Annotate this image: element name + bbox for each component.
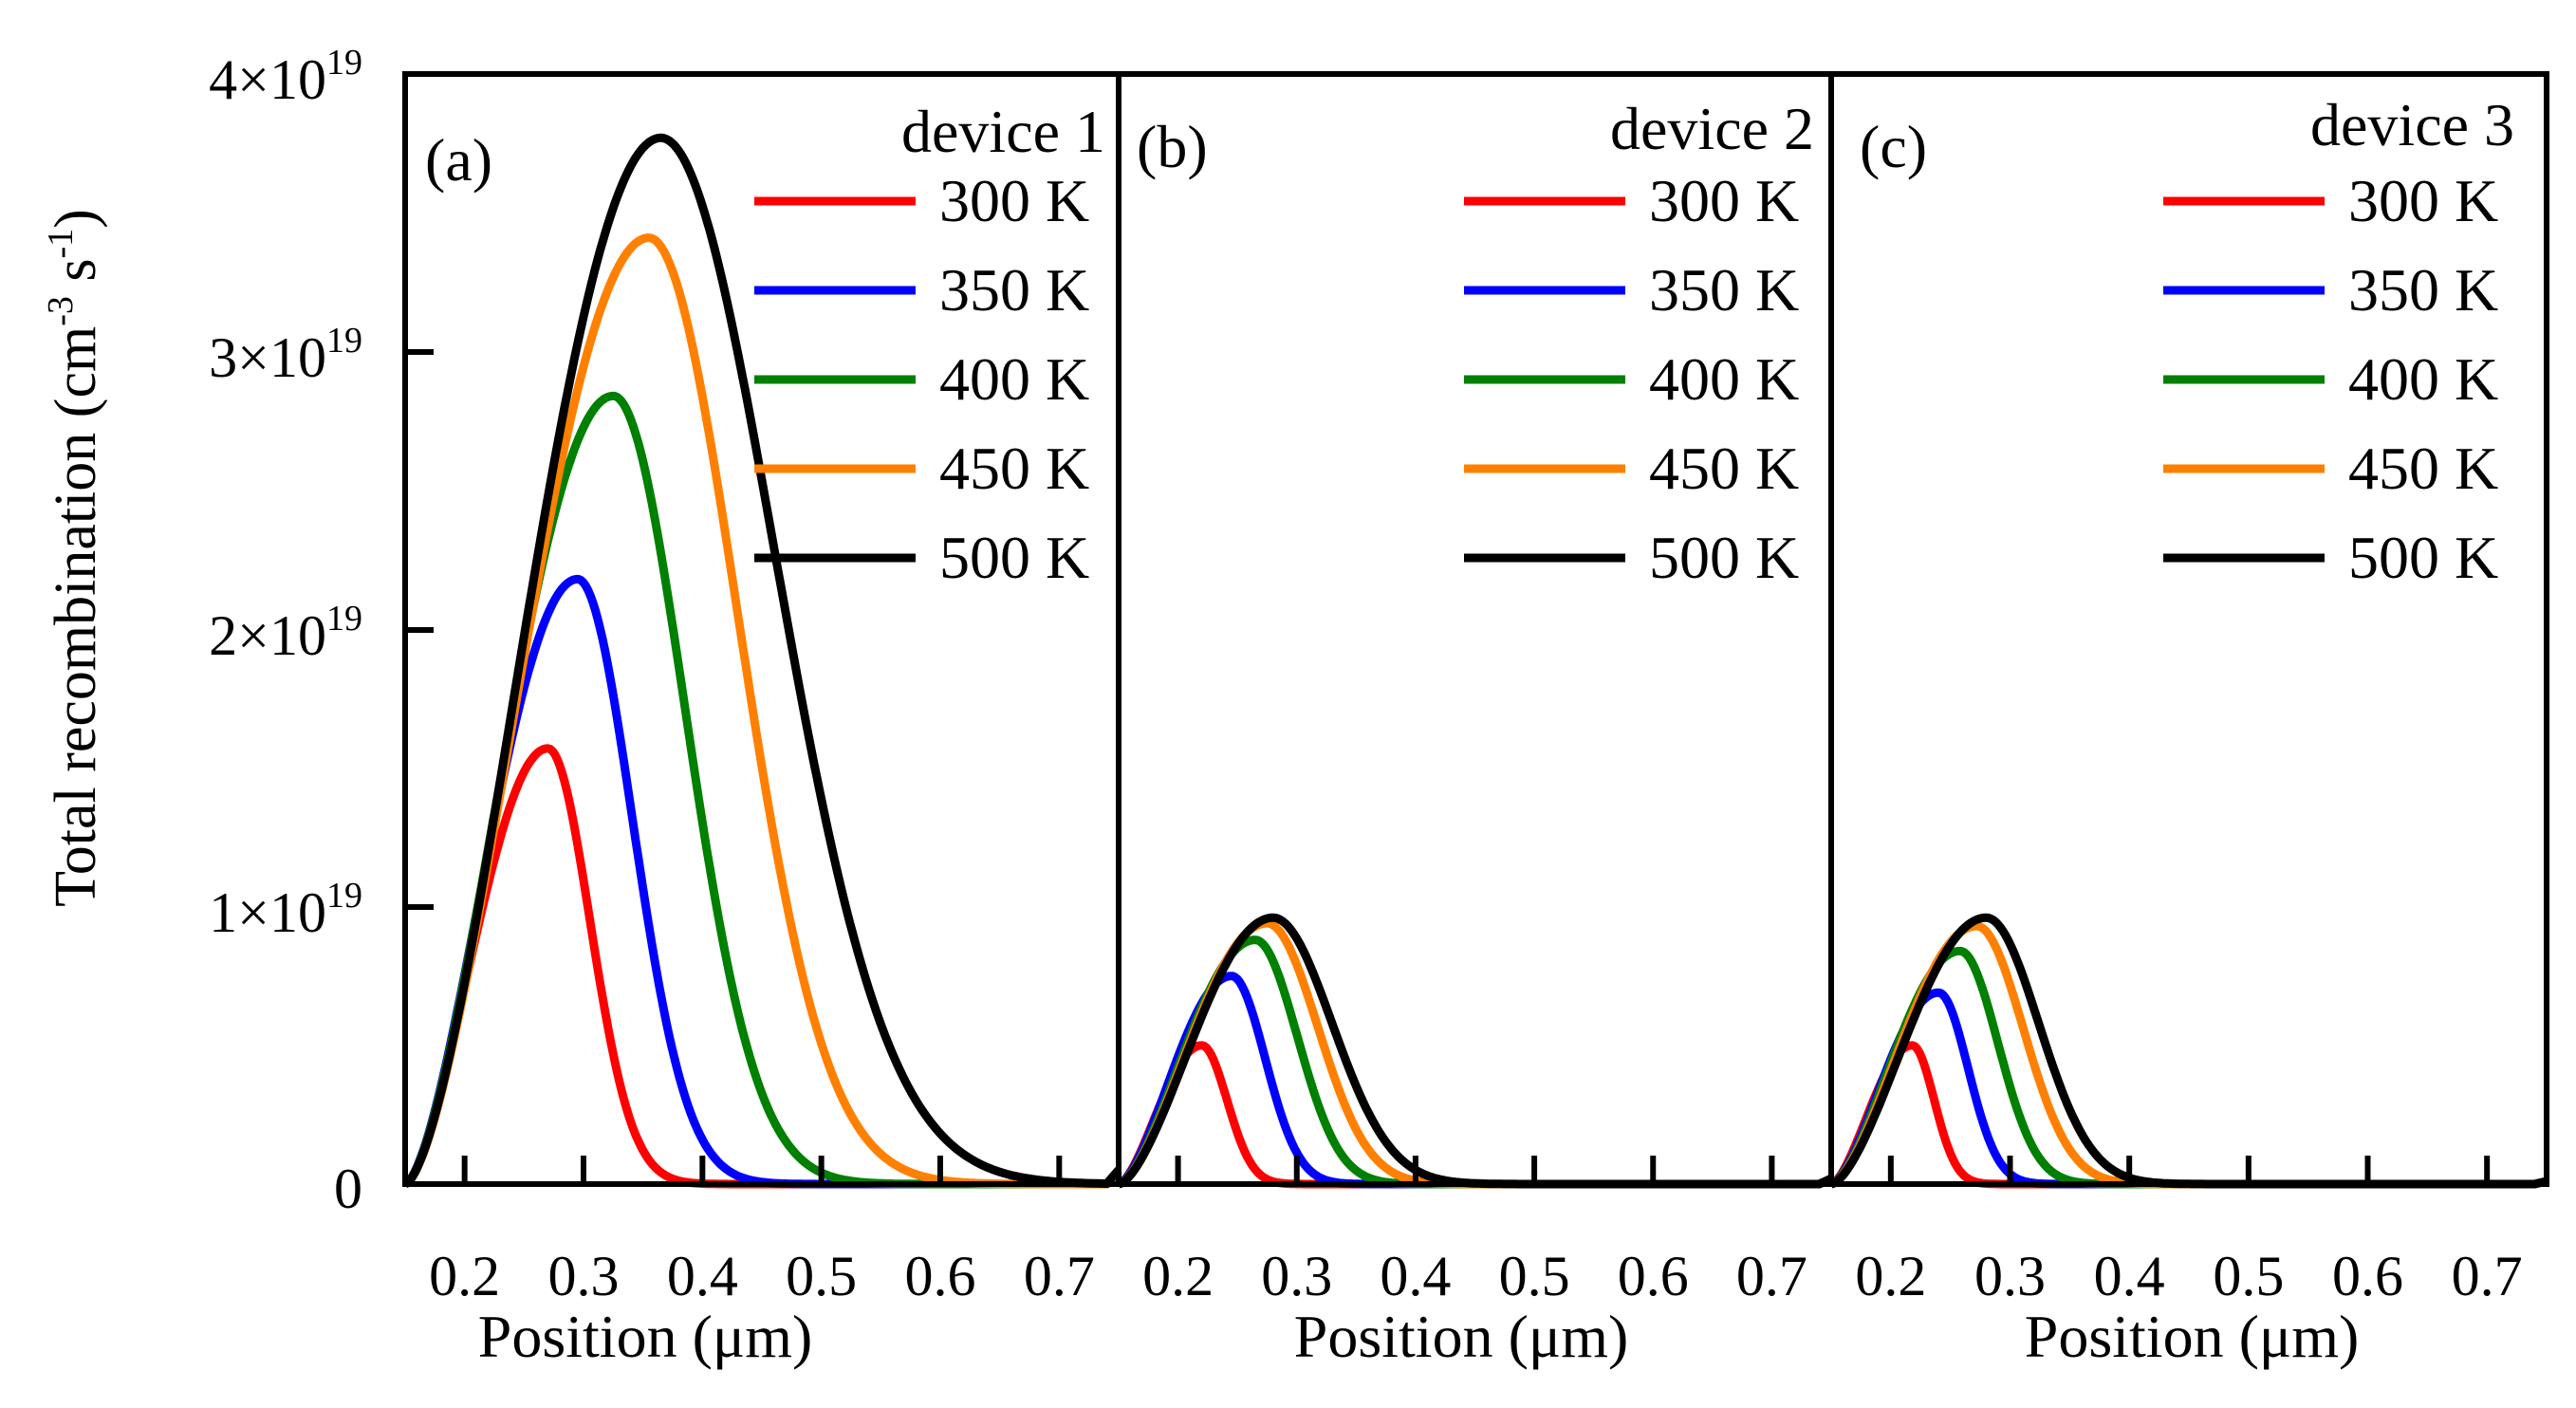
y-tick-label-2: 2×1019: [209, 599, 362, 667]
y-axis-title: Total recombination (cm-3 s-1): [41, 209, 108, 907]
panel-c-legend-label-450k: 450 K: [2348, 435, 2498, 502]
y-tick-label-3: 3×1019: [209, 321, 362, 389]
panel-b-label: (b): [1137, 113, 1208, 180]
y-axis-title-mid: s: [44, 259, 108, 297]
panel-b-x-tick-label-0.5: 0.5: [1499, 1245, 1570, 1307]
panel-b-x-ticks: [1175, 1156, 1775, 1184]
panel-c-title: device 3: [2310, 91, 2514, 158]
panel-a-x-tick-label-0.7: 0.7: [1024, 1245, 1095, 1307]
y-tick-label-3-text: 3×10: [209, 326, 326, 389]
panel-b-x-tick-label-0.7: 0.7: [1736, 1245, 1807, 1307]
y-axis-title-sup1: -3: [41, 296, 81, 326]
panel-a-x-tick-label-0.5: 0.5: [786, 1245, 857, 1307]
y-tick-label-1: 1×1019: [209, 876, 362, 944]
panel-b-legend-label-350k: 350 K: [1649, 256, 1799, 324]
panel-b-title: device 2: [1610, 95, 1814, 162]
panel-c-x-tick-label-0.6: 0.6: [2332, 1245, 2403, 1307]
panel-c-x-tick-label-0.4: 0.4: [2094, 1245, 2165, 1307]
panel-a-legend: 300 K 350 K 400 K 450 K 500 K: [754, 167, 1089, 591]
panel-b-x-tick-label-0.3: 0.3: [1261, 1245, 1332, 1307]
y-tick-label-0-text: 0: [334, 1158, 362, 1220]
panel-b-legend-label-400k: 400 K: [1649, 345, 1799, 413]
panel-c-x-axis-title: Position (μm): [2025, 1303, 2360, 1370]
panel-a-x-ticks: [461, 1156, 1063, 1184]
panel-a-legend-label-300k: 300 K: [939, 167, 1089, 234]
y-tick-label-1-text: 1×10: [209, 881, 326, 944]
panel-a-x-tick-label-0.3: 0.3: [548, 1245, 620, 1307]
panel-b-legend-label-450k: 450 K: [1649, 435, 1799, 502]
panel-c-legend-label-400k: 400 K: [2348, 345, 2498, 413]
panel-b-legend-label-500k: 500 K: [1649, 524, 1799, 591]
panel-a-curve-500k: [402, 133, 1122, 1188]
panel-b-x-axis-title: Position (μm): [1294, 1303, 1629, 1370]
panel-b-x-tick-label-0.4: 0.4: [1380, 1245, 1451, 1307]
panel-a-x-axis-title: Position (μm): [478, 1303, 813, 1370]
panel-c-x-tick-label-0.7: 0.7: [2452, 1245, 2523, 1307]
y-tick-label-4-exp: 19: [326, 43, 362, 83]
panel-a-x-tick-label-0.6: 0.6: [905, 1245, 976, 1307]
panel-b-x-tick-labels: 0.2 0.3 0.4 0.5 0.6 0.7: [1142, 1245, 1807, 1307]
panel-c-legend-label-300k: 300 K: [2348, 167, 2498, 234]
panel-c-legend-label-350k: 350 K: [2348, 256, 2498, 324]
panel-b-x-tick-label-0.2: 0.2: [1142, 1245, 1214, 1307]
panel-c-legend: 300 K 350 K 400 K 450 K 500 K: [2163, 167, 2498, 591]
y-tick-label-2-exp: 19: [326, 599, 362, 639]
panel-b-legend: 300 K 350 K 400 K 450 K 500 K: [1464, 167, 1799, 591]
panel-c-label: (c): [1860, 113, 1927, 180]
y-axis-title-sup2: -1: [41, 229, 81, 259]
plot-frame: [402, 71, 2549, 1187]
panel-c-legend-label-500k: 500 K: [2348, 524, 2498, 591]
panel-c-x-tick-labels: 0.2 0.3 0.4 0.5 0.6 0.7: [1855, 1245, 2522, 1307]
panel-a-legend-label-400k: 400 K: [939, 345, 1089, 413]
panel-c-x-tick-label-0.2: 0.2: [1855, 1245, 1926, 1307]
y-axis-title-end: ): [44, 209, 108, 229]
panel-b-x-tick-label-0.6: 0.6: [1618, 1245, 1689, 1307]
panel-a-label: (a): [425, 126, 492, 194]
panel-a-x-tick-label-0.4: 0.4: [667, 1245, 738, 1307]
panel-a-legend-label-350k: 350 K: [939, 256, 1089, 324]
panel-b-legend-label-300k: 300 K: [1649, 167, 1799, 234]
panel-c-x-tick-label-0.3: 0.3: [1974, 1245, 2046, 1307]
y-tick-label-1-exp: 19: [326, 876, 362, 916]
panel-a-x-tick-label-0.2: 0.2: [429, 1245, 500, 1307]
y-tick-label-3-exp: 19: [326, 321, 362, 361]
panel-c-x-tick-label-0.5: 0.5: [2213, 1245, 2284, 1307]
y-tick-label-4: 4×1019: [209, 43, 362, 111]
panel-a-title: device 1: [901, 98, 1105, 165]
y-tick-label-2-text: 2×10: [209, 604, 326, 667]
y-tick-label-4-text: 4×10: [209, 48, 326, 111]
y-tick-label-0: 0: [334, 1158, 362, 1220]
y-tick-labels: 0 1×1019 2×1019 3×1019 4×1019: [209, 43, 362, 1220]
y-axis-title-main: Total recombination (cm: [44, 326, 108, 907]
y-ticks: [405, 349, 434, 910]
panel-a-legend-label-450k: 450 K: [939, 435, 1089, 502]
panel-a-x-tick-labels: 0.2 0.3 0.4 0.5 0.6 0.7: [429, 1245, 1095, 1307]
panel-c-x-ticks: [1887, 1156, 2491, 1184]
panel-a-legend-label-500k: 500 K: [939, 524, 1089, 591]
